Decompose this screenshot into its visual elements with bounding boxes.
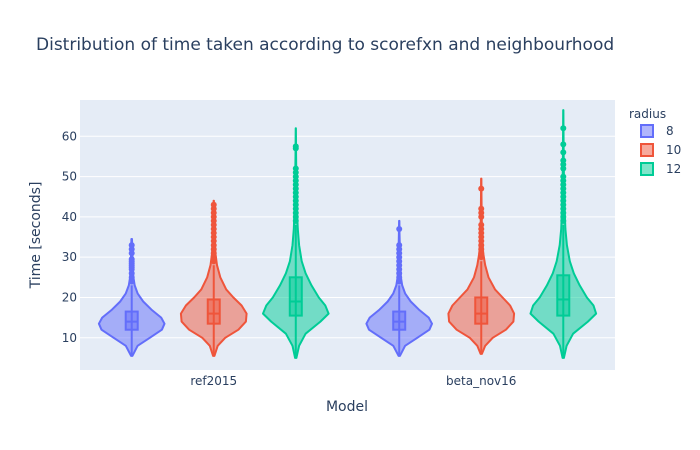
legend-label: 10 [666, 143, 681, 157]
outlier-point [396, 225, 403, 232]
x-axis-title: Model [326, 399, 368, 415]
legend-swatch [640, 143, 654, 157]
outlier-point [396, 242, 403, 249]
x-axis-ticks: ref2015 beta_nov16 [190, 374, 516, 388]
y-tick-label: 50 [62, 170, 77, 184]
violin-box [392, 310, 407, 331]
outlier-point [292, 165, 299, 172]
legend: radius 8 10 12 [629, 107, 681, 176]
violins [97, 109, 598, 359]
y-tick-label: 20 [62, 290, 77, 304]
y-tick-label: 30 [62, 250, 77, 264]
y-tick-label: 40 [62, 210, 77, 224]
legend-label: 12 [666, 162, 681, 176]
outlier-point [128, 256, 135, 263]
legend-swatch [640, 124, 654, 138]
outlier-point [128, 242, 135, 249]
y-axis-title: Time [seconds] [28, 182, 44, 290]
violin-12-ref2015 [262, 127, 330, 359]
chart-title: Distribution of time taken according to … [36, 35, 614, 55]
outlier-point [210, 201, 217, 208]
legend-swatch [640, 162, 654, 176]
outlier-point [560, 141, 567, 148]
gridlines [80, 135, 615, 339]
y-axis-ticks: 10 20 30 40 50 60 [62, 129, 77, 344]
x-tick-label: ref2015 [190, 374, 237, 388]
violin-12-beta_nov16 [529, 109, 598, 359]
violin-8-beta_nov16 [365, 219, 433, 357]
outlier-point [560, 149, 567, 156]
violin-box [206, 298, 221, 325]
y-tick-label: 60 [62, 129, 77, 143]
legend-title: radius [629, 107, 666, 121]
outlier-point [560, 173, 567, 180]
violin-box [556, 274, 571, 317]
violin-10-ref2015 [179, 199, 248, 357]
outlier-point [478, 185, 485, 192]
outlier-point [292, 143, 299, 150]
legend-label: 8 [666, 124, 674, 138]
violin-8-ref2015 [97, 238, 166, 357]
violin-box [474, 296, 489, 325]
violin-10-beta_nov16 [447, 177, 516, 355]
outlier-point [560, 125, 567, 132]
y-tick-label: 10 [62, 331, 77, 345]
outlier-point [478, 221, 485, 228]
violin-box [124, 310, 139, 331]
x-tick-label: beta_nov16 [446, 374, 516, 388]
outlier-point [478, 205, 485, 212]
outlier-point [560, 157, 567, 164]
violin-box [288, 276, 303, 317]
plot-area [80, 100, 615, 370]
